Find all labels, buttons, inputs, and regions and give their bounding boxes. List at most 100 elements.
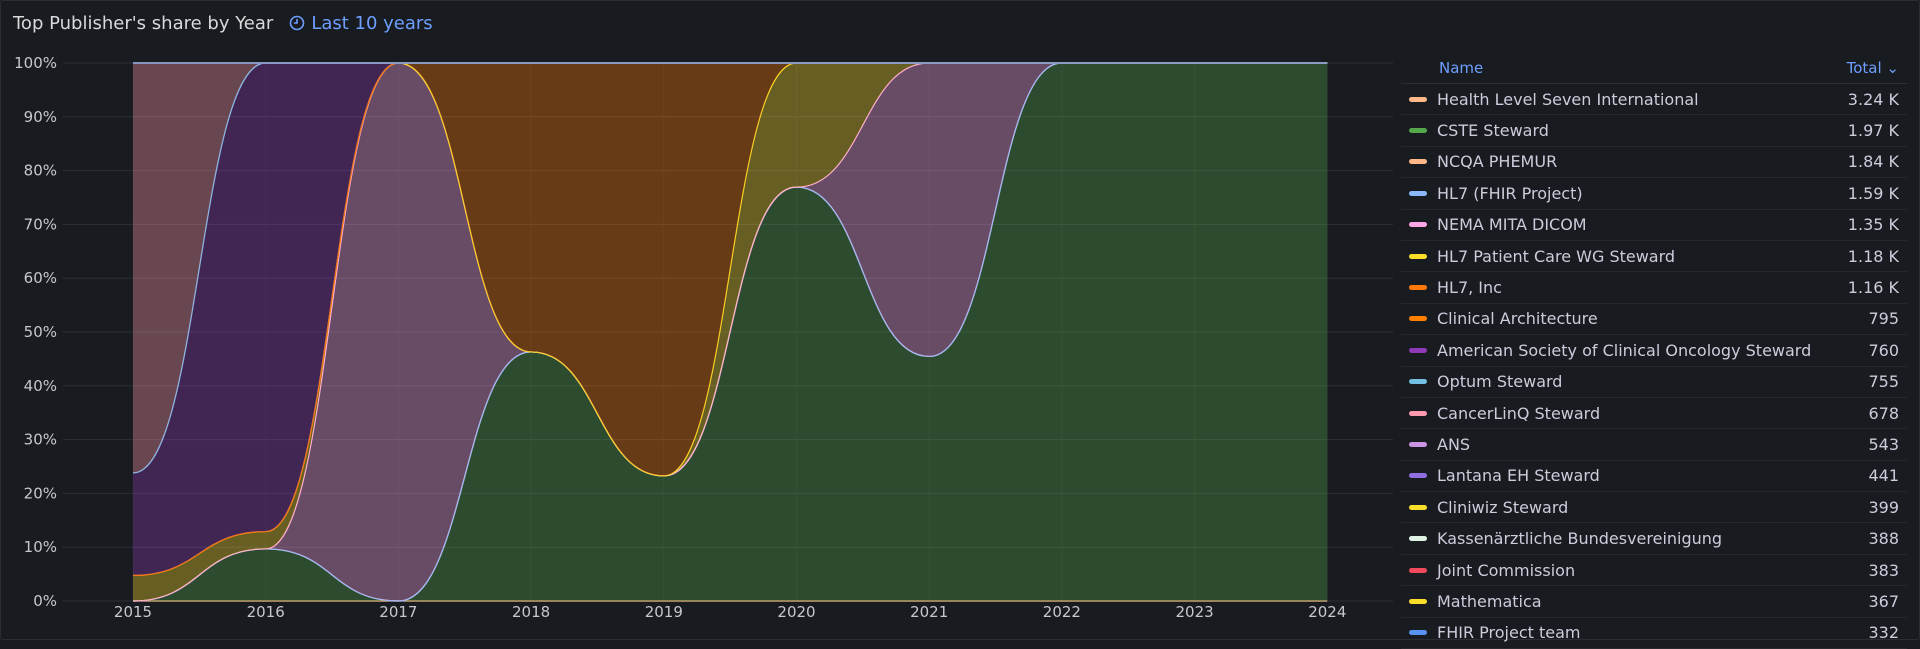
legend-series-total: 1.35 K	[1847, 215, 1899, 235]
legend-item-label-group: NEMA MITA DICOM	[1401, 215, 1587, 234]
legend-series-total: 441	[1868, 466, 1899, 486]
legend-series-total: 1.97 K	[1847, 121, 1899, 141]
legend-item-label-group: Health Level Seven International	[1401, 90, 1699, 109]
legend-item[interactable]: Mathematica 367	[1401, 586, 1907, 618]
legend-item-label-group: Clinical Architecture	[1401, 309, 1598, 328]
legend-series-name[interactable]: HL7 Patient Care WG Steward	[1437, 246, 1676, 266]
series-area[interactable]	[133, 63, 1328, 576]
legend-item-label-group: Kassenärztliche Bundesvereinigung	[1401, 529, 1722, 548]
y-tick-label: 70%	[24, 215, 57, 233]
legend-swatch-icon	[1409, 159, 1427, 165]
legend-item[interactable]: HL7 Patient Care WG Steward 1.18 K	[1401, 241, 1907, 273]
legend-series-name[interactable]: ANS	[1437, 434, 1471, 454]
legend-swatch-icon	[1409, 536, 1427, 542]
series-area[interactable]	[133, 63, 1328, 576]
y-tick-label: 30%	[24, 431, 57, 449]
legend-series-name[interactable]: Mathematica	[1437, 591, 1542, 611]
time-range-picker[interactable]: Last 10 years	[289, 12, 433, 34]
x-tick-label: 2022	[1043, 603, 1081, 621]
legend-total-label[interactable]: Total	[1846, 59, 1882, 77]
legend-item-label-group: HL7 Patient Care WG Steward	[1401, 247, 1675, 266]
legend-item[interactable]: Optum Steward 755	[1401, 367, 1907, 398]
legend-series-total: 388	[1868, 529, 1899, 549]
chart-areas	[132, 62, 1328, 602]
legend-swatch-icon	[1409, 410, 1427, 416]
legend-item-label-group: ANS	[1401, 435, 1470, 454]
legend-series-name[interactable]: CancerLinQ Steward	[1437, 403, 1601, 423]
legend-series-name[interactable]: American Society of Clinical Oncology St…	[1437, 340, 1812, 360]
legend-item[interactable]: Lantana EH Steward 441	[1401, 461, 1907, 493]
legend-item[interactable]: CSTE Steward 1.97 K	[1401, 115, 1907, 147]
legend-item-label-group: Cliniwiz Steward	[1401, 498, 1568, 517]
x-tick-label: 2019	[645, 603, 683, 621]
legend-item[interactable]: HL7 (FHIR Project) 1.59 K	[1401, 178, 1907, 210]
legend-item-label-group: Mathematica	[1401, 592, 1542, 611]
legend-series-total: 760	[1868, 340, 1899, 360]
legend-item-label-group: HL7 (FHIR Project)	[1401, 184, 1583, 203]
legend-swatch-icon	[1409, 441, 1427, 447]
legend-series-name[interactable]: CSTE Steward	[1437, 121, 1549, 141]
legend-item[interactable]: HL7, Inc 1.16 K	[1401, 272, 1907, 304]
panel-title[interactable]: Top Publisher's share by Year	[13, 12, 274, 34]
legend-series-name[interactable]: NCQA PHEMUR	[1437, 152, 1558, 172]
panel-header: Top Publisher's share by Year Last 10 ye…	[13, 9, 433, 37]
legend-series-name[interactable]: HL7 (FHIR Project)	[1437, 183, 1583, 203]
legend-item-label-group: NCQA PHEMUR	[1401, 152, 1557, 171]
y-tick-label: 60%	[24, 269, 57, 287]
y-tick-label: 100%	[14, 54, 57, 72]
legend-rows: Health Level Seven International 3.24 K CS…	[1401, 84, 1907, 649]
legend-item-label-group: FHIR Project team	[1401, 623, 1581, 642]
legend-item[interactable]: NCQA PHEMUR 1.84 K	[1401, 147, 1907, 179]
legend-item[interactable]: ANS 543	[1401, 429, 1907, 461]
y-tick-label: 40%	[24, 377, 57, 395]
legend-series-total: 3.24 K	[1847, 89, 1899, 109]
time-range-label[interactable]: Last 10 years	[311, 12, 433, 34]
legend-swatch-icon	[1409, 128, 1427, 134]
legend-series-total: 678	[1868, 403, 1899, 423]
stacked-area-chart[interactable]: 0%10%20%30%40%50%60%70%80%90%100% 2015 20…	[1, 45, 1401, 625]
legend-item-label-group: Optum Steward	[1401, 372, 1562, 391]
legend-item-label-group: CancerLinQ Steward	[1401, 404, 1600, 423]
legend-item-label-group: Joint Commission	[1401, 561, 1575, 580]
legend-series-name[interactable]: Clinical Architecture	[1437, 309, 1598, 329]
y-tick-label: 50%	[24, 323, 57, 341]
legend-item[interactable]: Joint Commission 383	[1401, 555, 1907, 587]
legend-series-total: 1.18 K	[1847, 246, 1899, 266]
y-tick-label: 0%	[33, 592, 57, 610]
legend-series-name[interactable]: Lantana EH Steward	[1437, 466, 1600, 486]
legend-swatch-icon	[1409, 222, 1427, 228]
legend-series-total: 399	[1868, 497, 1899, 517]
legend-series-name[interactable]: Joint Commission	[1437, 560, 1576, 580]
y-axis: 0% 10% 20% 30% 40% 50% 60% 70% 80% 90% 100%	[14, 54, 57, 610]
legend-series-name[interactable]: Health Level Seven International	[1437, 89, 1699, 109]
legend-item[interactable]: CancerLinQ Steward 678	[1401, 398, 1907, 430]
y-tick-label: 90%	[24, 108, 57, 126]
legend-series-total: 755	[1868, 372, 1899, 392]
legend-item[interactable]: Cliniwiz Steward 399	[1401, 492, 1907, 524]
legend-total-header[interactable]: Total ⌄	[1847, 59, 1907, 77]
legend-series-name[interactable]: HL7, Inc	[1437, 278, 1502, 298]
x-tick-label: 2015	[114, 603, 152, 621]
series-area[interactable]	[133, 63, 1328, 601]
y-tick-label: 10%	[24, 538, 57, 556]
series-area[interactable]	[133, 63, 1328, 601]
chart-grid	[63, 62, 1393, 602]
legend-series-name[interactable]: FHIR Project team	[1437, 623, 1581, 643]
x-tick-label: 2020	[777, 603, 815, 621]
legend-item[interactable]: NEMA MITA DICOM 1.35 K	[1401, 210, 1907, 241]
sort-chevron-icon: ⌄	[1886, 59, 1899, 77]
legend-series-name[interactable]: Optum Steward	[1437, 372, 1563, 392]
legend-series-name[interactable]: Cliniwiz Steward	[1437, 497, 1569, 517]
legend-name-header[interactable]: Name	[1439, 59, 1484, 77]
legend-series-name[interactable]: NEMA MITA DICOM	[1437, 215, 1587, 235]
legend-item[interactable]: Health Level Seven International 3.24 K	[1401, 84, 1907, 116]
legend-item[interactable]: Kassenärztliche Bundesvereinigung 388	[1401, 523, 1907, 555]
legend-item[interactable]: FHIR Project team 332	[1401, 618, 1907, 649]
legend-item[interactable]: Clinical Architecture 795	[1401, 304, 1907, 336]
x-tick-label: 2023	[1176, 603, 1214, 621]
legend-series-total: 1.59 K	[1847, 183, 1899, 203]
legend-series-name[interactable]: Kassenärztliche Bundesvereinigung	[1437, 529, 1723, 549]
legend-swatch-icon	[1409, 285, 1427, 291]
legend-item[interactable]: American Society of Clinical Oncology St…	[1401, 335, 1907, 367]
